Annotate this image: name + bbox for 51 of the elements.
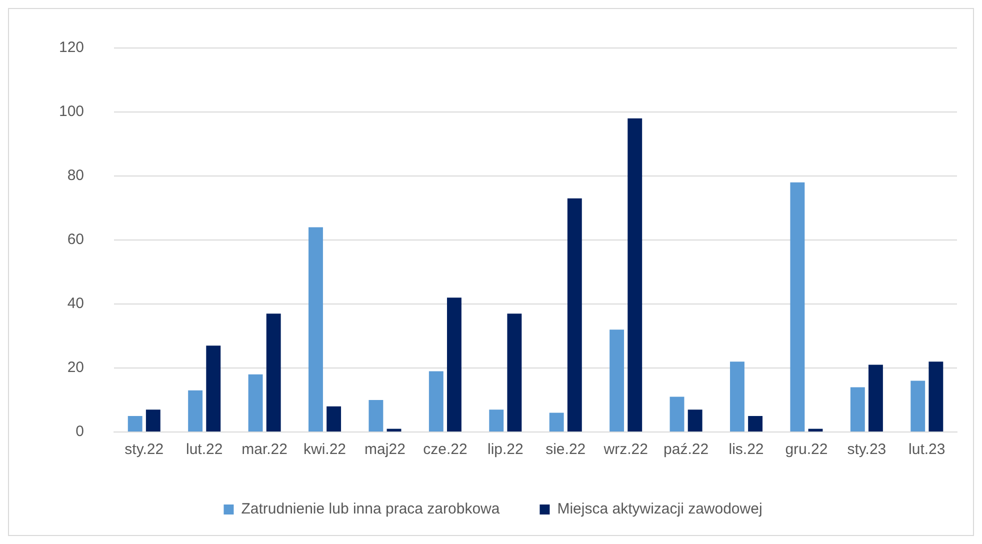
bar xyxy=(868,364,883,432)
y-tick-label: 120 xyxy=(58,39,84,56)
legend-label: Zatrudnienie lub inna praca zarobkowa xyxy=(241,500,500,518)
y-tick-label: 80 xyxy=(67,167,84,184)
bar xyxy=(670,396,684,432)
x-tick-label: sie.22 xyxy=(546,441,586,458)
x-tick-label: kwi.22 xyxy=(304,441,346,458)
bar xyxy=(146,410,160,432)
bar xyxy=(850,387,865,432)
bar xyxy=(266,314,281,432)
bar xyxy=(628,118,642,432)
bar xyxy=(688,410,702,432)
bar xyxy=(368,400,384,432)
bar xyxy=(326,406,342,432)
x-tick-label: lip.22 xyxy=(487,441,524,458)
x-tick-label: sty.22 xyxy=(124,441,164,458)
x-tick-label: sty.23 xyxy=(847,441,886,458)
x-tick-label: mar.22 xyxy=(242,441,288,458)
x-tick-label: cze.22 xyxy=(423,441,468,458)
x-tick-label: paź.22 xyxy=(664,441,709,458)
y-tick-label: 20 xyxy=(67,359,84,376)
bar xyxy=(507,314,522,432)
bar xyxy=(447,298,462,432)
bar xyxy=(567,198,582,432)
bar xyxy=(206,346,221,432)
bar xyxy=(790,182,805,432)
y-tick-label: 100 xyxy=(58,103,84,120)
bar xyxy=(808,428,823,432)
x-tick-label: lis.22 xyxy=(728,441,764,458)
y-tick-label: 0 xyxy=(76,423,84,440)
bar xyxy=(910,380,926,432)
y-tick-label: 40 xyxy=(67,295,84,312)
legend-label: Miejsca aktywizacji zawodowej xyxy=(557,500,762,518)
x-tick-label: wrz.22 xyxy=(602,441,648,458)
bar xyxy=(308,227,323,432)
bar xyxy=(489,410,504,432)
bar xyxy=(748,416,763,432)
x-tick-label: maj22 xyxy=(364,441,406,458)
bar xyxy=(549,412,564,432)
bar xyxy=(730,362,744,432)
bar xyxy=(610,330,624,432)
x-tick-label: lut.22 xyxy=(186,441,223,458)
bar xyxy=(188,390,203,432)
bar xyxy=(128,416,142,432)
y-tick-label: 60 xyxy=(67,231,84,248)
x-tick-label: lut.23 xyxy=(908,441,946,458)
bar xyxy=(928,362,944,432)
bar xyxy=(386,428,402,432)
x-tick-label: gru.22 xyxy=(785,441,828,458)
bar xyxy=(248,374,263,432)
bar xyxy=(428,371,444,432)
